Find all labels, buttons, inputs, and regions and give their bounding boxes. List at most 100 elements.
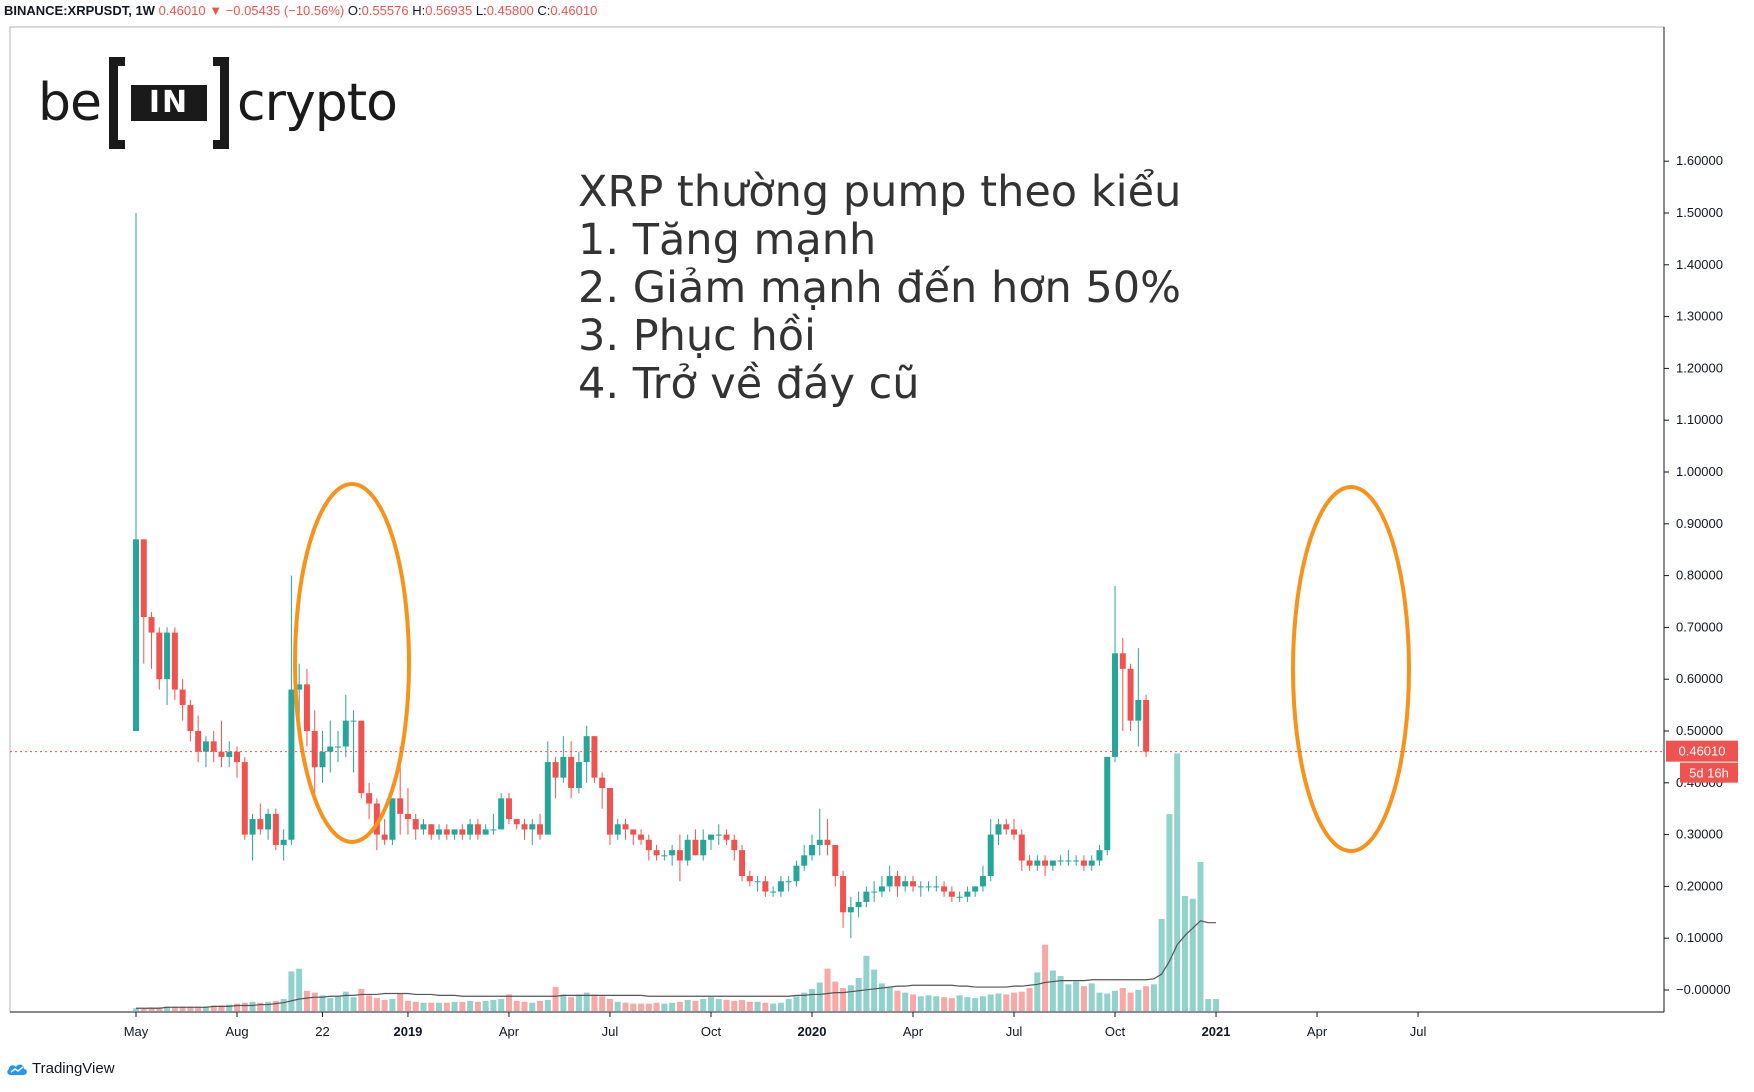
volume-bar [1119,988,1126,1011]
volume-bar [606,999,613,1011]
volume-bar [762,1002,769,1011]
high-label: H: [412,3,426,18]
volume-bar [505,994,512,1011]
candle-body [319,751,326,768]
annotation-line: 3. Phục hồi [578,311,816,361]
volume-bar [537,1000,544,1011]
volume-bar [739,999,746,1011]
volume-bar [700,999,707,1011]
volume-bar [498,999,505,1011]
price-axis[interactable]: 1.60000 1.50000 1.40000 1.30000 1.20000 1.100… [1664,153,1731,997]
volume-bar [1104,993,1111,1011]
volume-bar [591,994,598,1011]
candle-body [171,632,178,690]
price-tick-label: 1.10000 [1676,412,1723,427]
candle-body [824,839,831,845]
candle-body [560,756,567,778]
volume-bar [669,1002,676,1011]
candle-body [987,834,994,877]
volume-bar [404,1000,411,1011]
volume-bar [1057,976,1064,1011]
candle-body [739,850,746,877]
candle-body [148,617,155,633]
time-tick-label: 2020 [798,1024,827,1039]
candle-body [676,850,683,861]
candle-body [358,720,365,794]
symbol-label[interactable]: BINANCE:XRPUSDT, 1W [4,3,155,18]
volume-bar [575,994,582,1011]
time-tick-label: Apr [499,1024,520,1039]
volume-bar [218,1005,225,1011]
candle-body [373,803,380,835]
volume-bar [397,993,404,1011]
volume-bar [226,1004,233,1011]
volume-bar [731,1000,738,1011]
volume-bar [1158,919,1165,1011]
volume-bar [855,977,862,1011]
volume-bar [972,998,979,1011]
candle-body [925,886,932,888]
volume-bar [1026,988,1033,1011]
volume-bar [560,994,567,1011]
candle-body [1135,699,1142,721]
volume-bar [342,991,349,1011]
candle-body [956,896,963,898]
high-value: 0.56935 [425,3,473,18]
candle-body [777,881,784,892]
symbol-header[interactable]: BINANCE:XRPUSDT, 1W 0.46010 ▼ −0.05435 (… [4,3,597,18]
candle-body [707,834,714,840]
candle-body [1026,860,1033,866]
volume-bar [241,1002,248,1011]
volume-bar [296,968,303,1011]
candle-body [979,876,986,887]
candle-body [661,855,668,857]
time-axis[interactable]: May Aug 22 2019 Apr Jul Oct 2020 Apr Jul Oct 2021 Ap… [124,1012,1427,1039]
volume-bar [210,1005,217,1011]
candle-body [1127,668,1134,721]
volume-bar [917,996,924,1011]
volume-bar [133,1008,139,1011]
candle-body [995,824,1002,835]
brand-label: TradingView [32,1060,115,1077]
candle-body [754,881,761,883]
candle-body [412,819,419,830]
open-value: 0.55576 [361,3,409,18]
candle-body [288,689,295,840]
candle-body [335,746,342,748]
volume-bar [1181,896,1188,1011]
volume-bar [350,997,357,1011]
candle-body [1065,860,1072,862]
volume-bar [544,999,551,1011]
candle-body [715,834,722,836]
price-tick-label: 0.10000 [1676,930,1723,945]
candle-body [404,813,411,820]
price-tick-label: 1.40000 [1676,257,1723,272]
volume-bar [148,1007,155,1011]
candle-body [917,886,924,888]
candle-body [451,829,458,835]
last-price-label: 0.46010 [1679,744,1726,759]
candle-body [886,876,893,887]
volume-bar [645,1003,652,1011]
candle-body [785,881,792,883]
volume-bar [272,1000,279,1011]
candle-body [1034,860,1041,866]
volume-bar [529,1002,536,1011]
volume-bar [288,971,295,1011]
candle-body [638,834,645,840]
volume-bar [902,992,909,1011]
volume-bar [490,999,497,1011]
volume-bar [808,988,815,1011]
time-tick-label: Jul [1006,1024,1023,1039]
candle-body [537,824,544,835]
candle-body [1112,653,1119,757]
candle-body [498,798,505,830]
volume-bar [863,955,870,1011]
time-tick-label: Apr [903,1024,924,1039]
volume-bar [723,999,730,1011]
volume-bar [164,1006,171,1011]
time-tick-label: 2021 [1202,1024,1231,1039]
volume-bar [979,996,986,1011]
tradingview-brand[interactable]: TradingView [6,1060,115,1077]
